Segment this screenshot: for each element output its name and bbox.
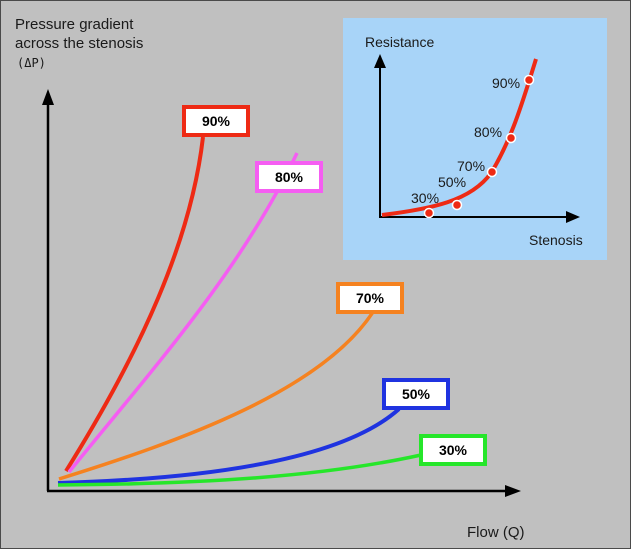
inset-point-80 [505, 132, 517, 144]
y-axis-arrow-icon [42, 89, 54, 105]
label-box-90-frame [182, 105, 250, 137]
label-box-50: 50% [382, 378, 450, 410]
label-80-text: 80% [275, 169, 304, 185]
inset-point-30 [423, 207, 435, 219]
inset-label-80: 80% [474, 124, 502, 140]
y-axis-label-line-2: across the stenosis [15, 35, 143, 52]
label-box-70-frame [336, 282, 404, 314]
inset-label-30: 30% [411, 190, 439, 206]
label-50-text: 50% [402, 386, 431, 402]
inset-point-50 [451, 199, 463, 211]
curve-70 [58, 311, 375, 481]
inset-background [343, 18, 607, 260]
inset-label-50: 50% [438, 174, 466, 190]
inset-point-70 [486, 166, 498, 178]
x-axis-label: Flow (Q) [467, 524, 525, 541]
inset-y-axis-arrow-icon [374, 54, 386, 68]
label-box-80: 80% [255, 161, 323, 193]
y-axis-label-symbol: (ΔP) [17, 56, 46, 70]
curve-90 [64, 136, 205, 473]
label-box-30-frame [419, 434, 487, 466]
inset-label-70: 70% [457, 158, 485, 174]
label-90-text: 90% [202, 113, 231, 129]
x-axis-arrow-icon [505, 485, 521, 497]
inset-label-90: 90% [492, 75, 520, 91]
label-box-80-frame [255, 161, 323, 193]
curve-80 [67, 152, 299, 474]
label-70-text: 70% [356, 290, 385, 306]
label-box-70: 70% [336, 282, 404, 314]
label-box-50-frame [382, 378, 450, 410]
y-axis-label-line-1: Pressure gradient [15, 16, 134, 33]
inset-y-label: Resistance [365, 34, 434, 50]
label-box-30: 30% [419, 434, 487, 466]
inset-point-90 [523, 74, 535, 86]
curve-50 [57, 407, 401, 485]
inset-x-axis-arrow-icon [566, 211, 580, 223]
inset-x-label: Stenosis [529, 232, 583, 248]
label-box-90: 90% [182, 105, 250, 137]
curve-30 [57, 453, 422, 487]
label-30-text: 30% [439, 442, 468, 458]
inset-panel: Resistance Stenosis 30% 50% 70% 80% 90% [343, 18, 607, 260]
